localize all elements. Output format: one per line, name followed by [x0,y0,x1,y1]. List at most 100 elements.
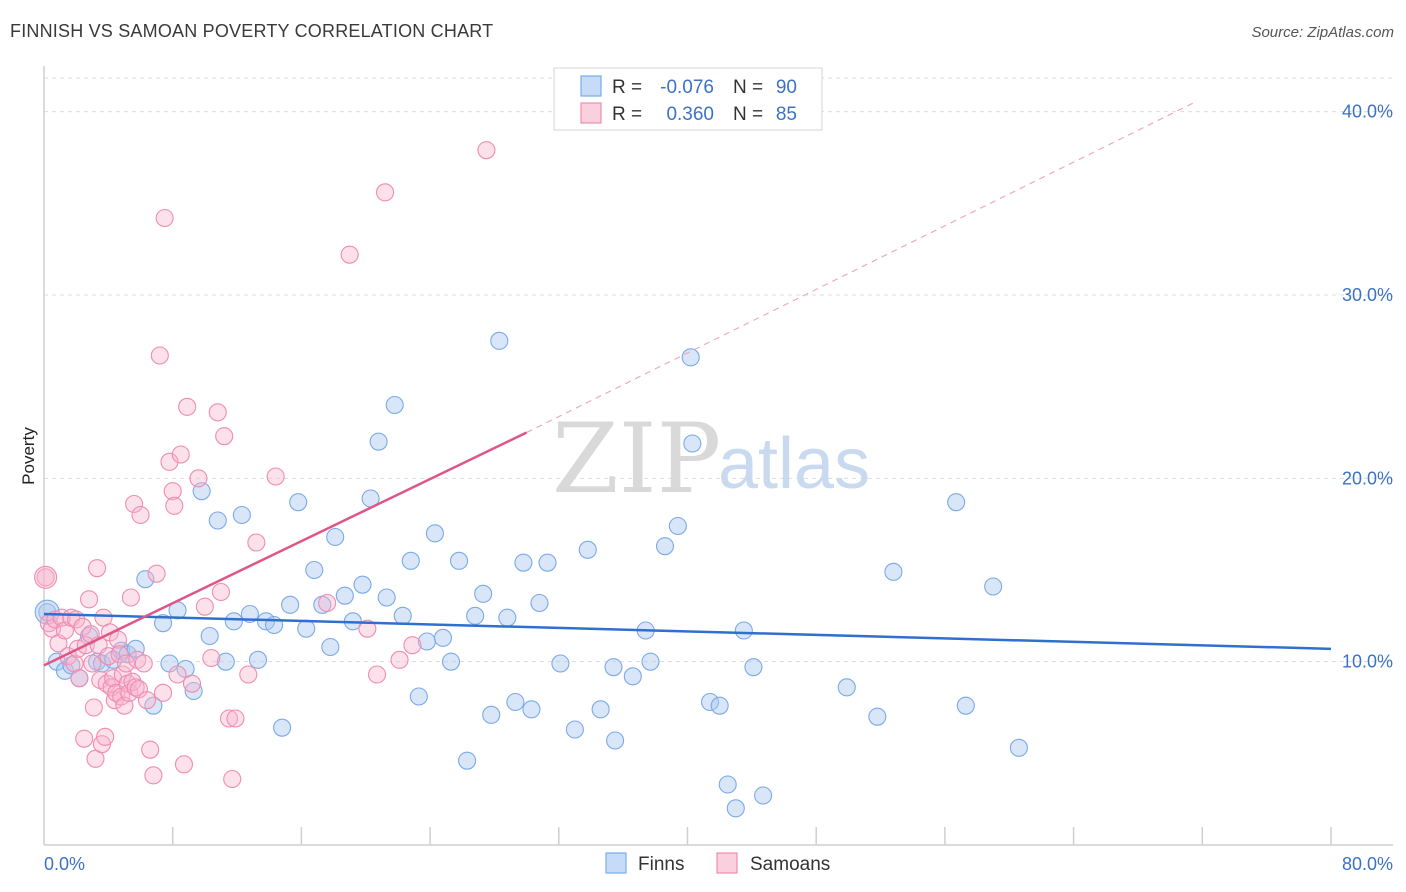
finns-point [551,654,570,673]
samoans-point [88,559,107,578]
watermark: ZIP atlas [552,403,870,515]
finns-point [498,608,517,627]
finns-point [700,692,720,712]
bottom-legend-swatch-finns [605,852,627,874]
finns-point [726,799,745,818]
legend-r-label-finns: R = [612,77,642,98]
finns-point [425,524,444,543]
finns-point [433,628,453,647]
finns-point [216,652,235,671]
samoans-point [65,654,84,673]
finns-point [482,705,501,724]
samoans-point [226,709,245,728]
samoans-point [376,183,395,202]
finns-point [393,606,412,625]
y-tick-label-1: 20.0% [1342,468,1393,488]
finns-point [868,707,887,726]
y-tick-label-2: 30.0% [1342,285,1393,305]
finns-point [248,650,268,669]
legend-r-value-finns: -0.076 [660,77,714,98]
finns-point [321,637,340,657]
samoans-point [477,141,496,160]
y-axis-label: Poverty [19,427,38,485]
finns-point [506,692,525,712]
finns-trend-line [43,612,1332,651]
bottom-legend: Finns Samoans [605,852,830,875]
samoans-point [70,669,89,688]
bottom-legend-label-samoans: Samoans [750,854,830,875]
samoans-point [160,452,179,471]
samoans-point [131,505,150,525]
finns-point [641,652,660,671]
samoans-point [215,427,234,446]
finns-point [538,553,557,572]
finns-point [369,432,388,451]
samoans-point [163,482,182,501]
finns-point [401,551,420,570]
legend-swatch-finns [580,75,602,97]
samoans-point [358,619,377,638]
finns-point [1009,738,1028,757]
finns-point [655,537,675,556]
finns-point [623,667,642,686]
finns-point [305,560,324,580]
finns-point [441,652,461,671]
samoans-point [75,729,94,748]
samoans-point [99,647,118,666]
finns-point [837,678,856,697]
legend-box: R = -0.076 N = 90 R = 0.360 N = 85 [553,67,823,131]
legend-n-value-samoans: 85 [776,104,797,125]
finns-point [490,331,509,350]
axes [43,66,1393,846]
samoans-point-large [34,565,58,589]
samoans-point [318,593,337,613]
samoans-point [202,648,221,668]
samoans-point [83,654,102,673]
series-samoans-points [34,141,496,789]
bottom-legend-swatch-samoans [716,852,738,874]
finns-point [326,527,345,547]
legend-n-label-samoans: N = [733,104,763,125]
finns-point [514,553,533,572]
finns-point [681,348,700,367]
samoans-point [116,654,136,673]
samoans-point [247,533,266,552]
x-tick-label-min: 0.0% [44,854,85,874]
samoans-point [134,654,153,673]
finns-point [232,505,251,525]
legend-n-label-finns: N = [733,77,763,98]
legend-swatch-samoans [580,102,602,124]
samoans-trend-line [43,431,528,667]
finns-point [466,606,485,625]
finns-point [683,434,702,453]
samoans-point [223,769,242,789]
finns-point [136,570,155,589]
samoans-point [178,397,197,416]
finns-point [153,614,173,633]
samoans-point [174,755,194,774]
samoans-point [123,672,142,691]
samoans-point [110,645,129,664]
x-tick-label-max: 80.0% [1342,854,1393,874]
chart-title: FINNISH VS SAMOAN POVERTY CORRELATION CH… [10,21,494,41]
finns-point [273,718,292,737]
samoans-point [189,469,208,488]
samoans-point [171,445,190,464]
series-finns-points [34,331,1028,818]
finns-point [884,562,903,581]
finns-point [734,621,753,640]
samoans-point [84,698,103,717]
finns-point [450,551,469,570]
legend-r-label-samoans: R = [612,104,642,125]
finns-point [289,493,308,512]
samoans-point [219,709,239,728]
samoans-point [155,208,174,228]
finns-point [754,786,773,805]
finns-point [947,493,966,512]
samoans-point [113,665,132,684]
samoans-point [141,740,160,759]
bottom-legend-label-finns: Finns [638,854,684,875]
samoans-point [211,582,231,602]
samoans-point [403,636,422,655]
